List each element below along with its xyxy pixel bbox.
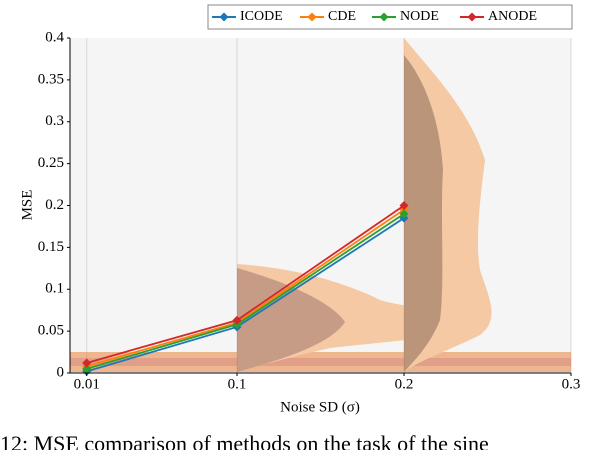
marker <box>82 364 92 374</box>
legend-label: CDE <box>328 9 356 24</box>
y-tick-label: 0.05 <box>38 323 64 339</box>
violin <box>70 352 571 372</box>
y-tick-label: 0.2 <box>45 197 64 213</box>
legend-marker <box>379 12 389 22</box>
y-tick-label: 0.4 <box>45 29 64 45</box>
x-tick-label: 0.2 <box>395 376 414 392</box>
x-tick-label: 0.01 <box>74 376 100 392</box>
legend-label: NODE <box>400 9 439 24</box>
legend-marker <box>219 12 229 22</box>
y-tick-label: 0.25 <box>38 155 64 171</box>
legend-marker <box>467 12 477 22</box>
violins <box>70 38 571 372</box>
y-tick-label: 0.3 <box>45 113 64 129</box>
x-tick-label: 0.1 <box>228 376 247 392</box>
marker <box>82 358 92 368</box>
x-tick-label: 0.3 <box>562 376 581 392</box>
y-tick-label: 0.1 <box>45 281 64 297</box>
violin <box>70 358 571 366</box>
marker <box>399 201 409 210</box>
legend-label: ANODE <box>488 9 537 24</box>
violin <box>404 55 443 372</box>
marker <box>232 315 242 325</box>
caption: 12: MSE comparison of methods on the tas… <box>0 431 489 450</box>
y-tick-label: 0.15 <box>38 239 64 255</box>
y-tick-label: 0.35 <box>38 71 64 87</box>
violin <box>237 268 345 372</box>
series <box>82 201 409 376</box>
y-axis-label: MSE <box>19 190 35 221</box>
legend: ICODE CDE NODE ANODE <box>207 4 573 30</box>
legend-label: ICODE <box>240 9 283 24</box>
legend-marker <box>307 12 317 22</box>
x-axis-label: Noise SD (σ) <box>280 399 360 415</box>
marker <box>399 209 409 219</box>
y-tick-label: 0 <box>57 364 65 380</box>
